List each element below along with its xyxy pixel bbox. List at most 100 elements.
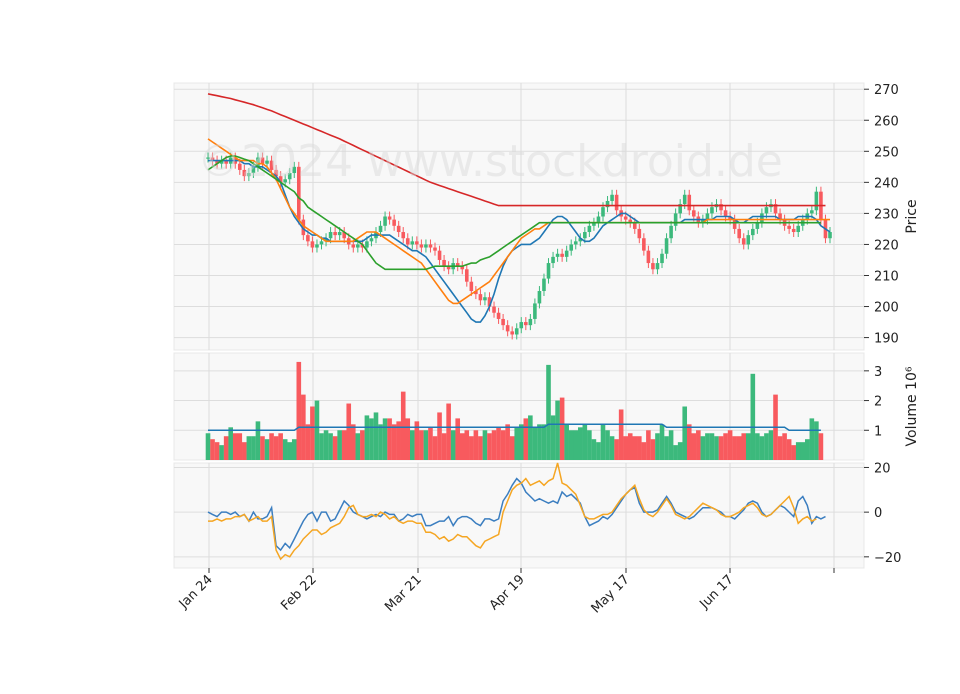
volume-bar: [804, 439, 810, 460]
candle-body: [578, 238, 583, 242]
candle-body: [492, 306, 496, 313]
candle-body: [514, 328, 519, 335]
volume-bar: [809, 418, 815, 460]
volume-bar: [355, 433, 361, 460]
volume-bar: [555, 400, 560, 460]
ma-line: [207, 155, 821, 271]
candle-body: [596, 216, 601, 223]
volume-bar: [314, 400, 320, 460]
volume-bar: [673, 445, 678, 460]
candle-body: [360, 244, 365, 248]
candle-body: [810, 210, 814, 214]
candle-body: [483, 297, 487, 301]
volume-bar: [596, 442, 601, 460]
candle-body: [564, 250, 569, 257]
volume-bar: [219, 445, 224, 460]
candle-body: [396, 225, 401, 233]
volume-bar: [818, 433, 824, 460]
y-tick-label: 240: [874, 176, 899, 191]
candle-body: [551, 256, 555, 264]
candle-body: [333, 232, 337, 236]
candle-body: [723, 210, 728, 217]
volume-bar: [791, 445, 796, 460]
candle-body: [455, 263, 460, 267]
candle-body: [632, 222, 637, 229]
ma-line: [208, 159, 831, 323]
volume-bar: [478, 436, 483, 460]
candle-body: [274, 169, 278, 177]
candle-body: [405, 238, 410, 245]
volume-bar: [727, 430, 733, 460]
candle-body: [655, 263, 660, 270]
candle-body: [705, 213, 710, 220]
candle-body: [301, 219, 306, 236]
candle-body: [419, 244, 424, 248]
volume-bar: [360, 430, 365, 460]
candle-body: [760, 213, 764, 223]
y-tick-label: 1: [874, 424, 882, 439]
volume-bar: [291, 439, 297, 460]
candle-body: [319, 241, 324, 245]
volume-bar: [260, 436, 265, 460]
y-tick-label: 0: [874, 506, 882, 521]
volume-bar: [641, 442, 647, 460]
candle-body: [315, 244, 319, 248]
volume-bar: [736, 436, 742, 460]
volume-bar: [273, 436, 279, 460]
candle-body: [446, 266, 451, 270]
volume-bar: [564, 424, 569, 460]
candle-body: [424, 244, 428, 248]
volume-bar: [232, 433, 238, 460]
candle-body: [415, 241, 419, 245]
volume-bar: [745, 433, 751, 460]
candle-body: [519, 322, 524, 329]
candle-body: [501, 318, 505, 326]
volume-bar: [750, 373, 756, 460]
y-tick-label: 3: [874, 365, 882, 380]
volume-bar: [350, 424, 356, 460]
volume-bar: [664, 436, 669, 460]
volume-bar: [700, 436, 706, 460]
candle-body: [737, 228, 741, 239]
volume-bar: [228, 427, 234, 460]
volume-bar: [686, 424, 692, 460]
candle-body: [814, 191, 819, 211]
watermark: ©2024 www.stockdroid.de: [197, 136, 783, 187]
candle-body: [487, 297, 492, 307]
y-tick-label: 190: [874, 332, 899, 347]
volume-bar: [600, 424, 606, 460]
candle-body: [755, 222, 760, 229]
volume-bar: [587, 430, 592, 460]
candle-body: [524, 322, 528, 326]
candle-body: [428, 244, 433, 248]
y-tick-label: 210: [874, 269, 899, 284]
candle-body: [828, 232, 832, 239]
candle-body: [433, 247, 437, 251]
volume-bar: [577, 427, 583, 460]
candle-body: [682, 194, 687, 205]
volume-bar: [623, 436, 628, 460]
candle-body: [247, 173, 251, 177]
y-tick-label: 220: [874, 238, 899, 253]
candle-body: [528, 318, 533, 326]
candle-body: [351, 244, 356, 248]
volume-bar: [491, 430, 497, 460]
y-tick-label: 2: [874, 395, 882, 410]
candle-body: [537, 291, 542, 304]
volume-bar: [764, 433, 769, 460]
volume-bar: [582, 424, 588, 460]
volume-bar: [441, 433, 447, 460]
candle-body: [719, 204, 723, 211]
volume-bar: [296, 361, 302, 460]
volume-bar: [332, 436, 338, 460]
volume-bar: [373, 412, 379, 460]
candle-body: [356, 244, 360, 248]
volume-bar: [205, 433, 211, 460]
volume-bar: [523, 418, 529, 460]
candle-body: [306, 235, 310, 242]
candle-body: [505, 325, 510, 332]
volume-bar: [659, 424, 665, 460]
candle-body: [555, 253, 560, 257]
candle-body: [796, 225, 801, 233]
